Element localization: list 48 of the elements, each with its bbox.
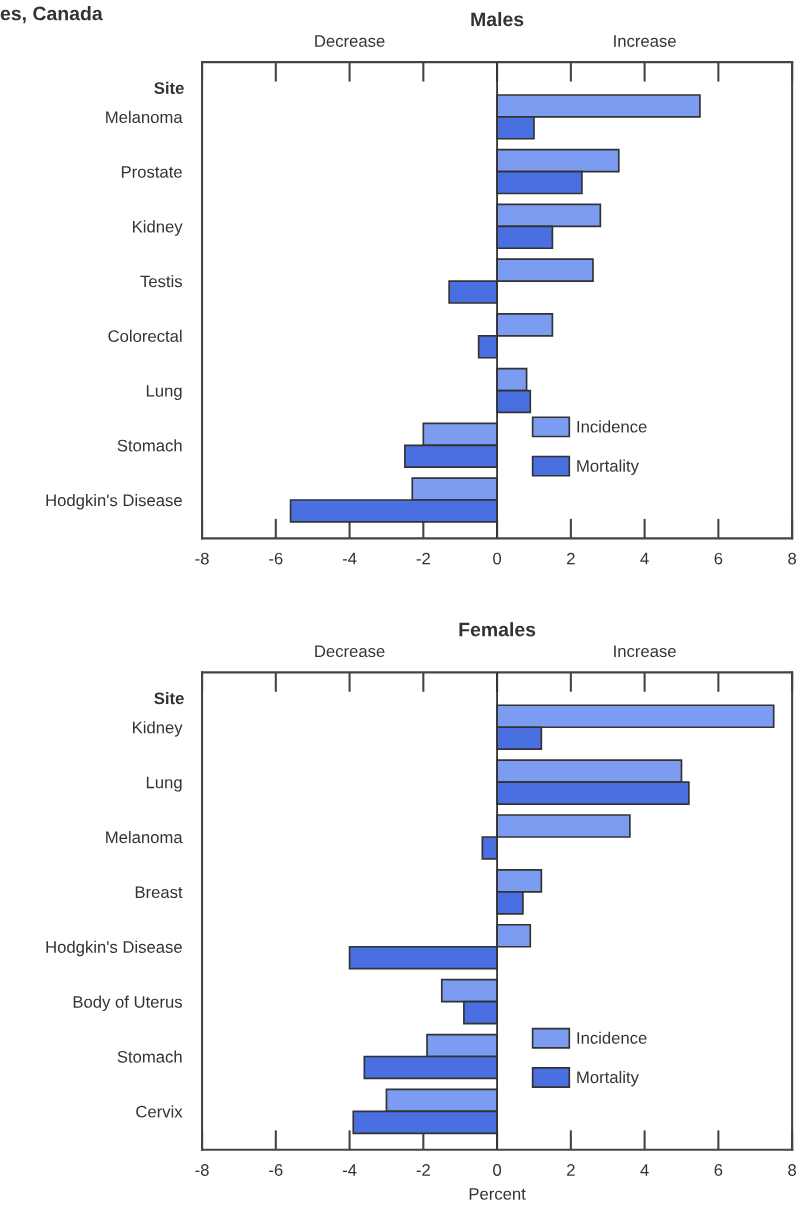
text: Decrease: [315, 645, 385, 658]
y-axis-title: Site: [154, 81, 184, 94]
x-tick-label: 4: [640, 1164, 649, 1176]
x-tick-label: -4: [342, 1164, 357, 1176]
y-tick-label: Breast: [135, 886, 183, 899]
text: Decrease: [315, 35, 385, 47]
x-tick-label: -2: [416, 552, 430, 565]
x-tick-label: -8: [195, 1164, 209, 1176]
chart-title: Females: [459, 622, 536, 637]
x-tick-label: 6: [714, 552, 723, 565]
x-tick-label: -2: [416, 1164, 430, 1176]
y-tick-label: Testis: [140, 275, 183, 288]
y-tick-label: Kidney: [133, 220, 183, 236]
x-tick-label: 0: [493, 552, 502, 565]
x-tick-label: 6: [714, 1164, 723, 1176]
y-tick-label: Melanoma: [106, 830, 183, 844]
x-tick-label: 0: [493, 1164, 502, 1176]
y-axis-title: Site: [154, 692, 184, 705]
legend-label: Incidence: [577, 420, 647, 433]
x-tick-label: -8: [195, 552, 209, 565]
y-tick-label: Hodgkin's Disease: [46, 940, 182, 957]
y-tick-label: Prostate: [121, 166, 182, 178]
x-tick-label: -4: [342, 552, 357, 565]
legend-label: Incidence: [577, 1031, 647, 1044]
text: Increase: [614, 645, 676, 658]
text: es, Canada: [0, 6, 103, 24]
x-tick-label: -6: [269, 1164, 283, 1176]
legend-label: Mortality: [577, 459, 639, 476]
x-tick-label: 4: [640, 552, 649, 565]
legend-label: Mortality: [577, 1070, 639, 1087]
y-tick-label: Lung: [146, 385, 182, 401]
y-tick-label: Stomach: [117, 439, 182, 452]
x-tick-label: 2: [567, 552, 575, 565]
y-tick-label: Cervix: [136, 1105, 183, 1118]
x-tick-label: 8: [788, 552, 797, 565]
y-tick-label: Kidney: [133, 721, 183, 737]
x-tick-label: -6: [269, 552, 283, 565]
x-tick-label: 8: [788, 1164, 797, 1176]
y-tick-label: Stomach: [117, 1050, 182, 1063]
y-tick-label: Lung: [146, 776, 182, 792]
chart-title: Males: [471, 11, 524, 27]
y-tick-label: Hodgkin's Disease: [46, 494, 182, 510]
y-tick-label: Colorectal: [108, 329, 182, 343]
y-tick-label: Melanoma: [106, 110, 183, 124]
x-tick-label: 2: [567, 1164, 575, 1176]
text: Increase: [614, 35, 676, 47]
x-axis-title: Percent: [469, 1188, 526, 1200]
y-tick-label: Body of Uterus: [73, 995, 183, 1012]
